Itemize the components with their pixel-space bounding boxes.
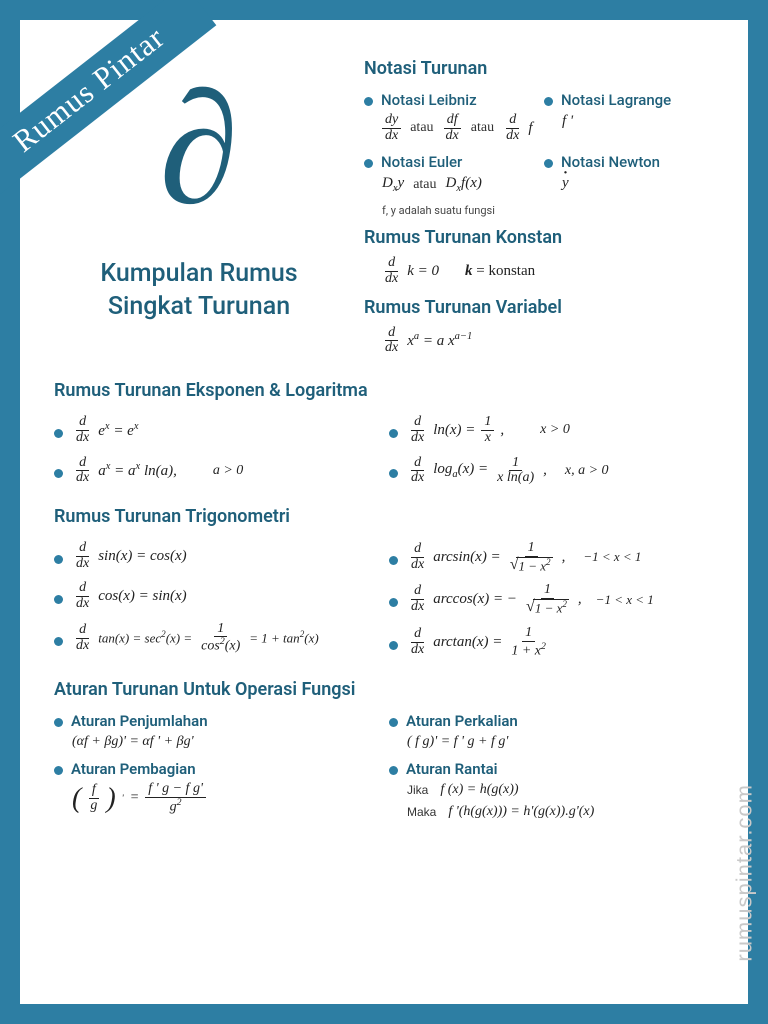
bullet-icon <box>389 469 398 478</box>
euler-label: Notasi Euler <box>381 153 462 171</box>
bullet-icon <box>54 469 63 478</box>
trig-arcsin: ddx arcsin(x) = 11 − x2 , −1 < x < 1 <box>408 541 641 573</box>
explog-f3: ddx ln(x) = 1x , x > 0 <box>408 415 570 445</box>
bullet-icon <box>389 766 398 775</box>
trig-cos: ddx cos(x) = sin(x) <box>73 581 187 611</box>
trig-arccos: ddx arccos(x) = − 11 − x2 , −1 < x < 1 <box>408 583 654 615</box>
bullet-icon <box>389 429 398 438</box>
lagrange-label: Notasi Lagrange <box>561 91 671 109</box>
page: Rumus Pintar ∂ Kumpulan Rumus Singkat Tu… <box>20 20 748 1004</box>
bullet-icon <box>389 556 398 565</box>
rule-div-label: Aturan Pembagian <box>71 760 196 778</box>
rules-heading: Aturan Turunan Untuk Operasi Fungsi <box>54 679 714 700</box>
rule-chain-line2: Makaf '(h(g(x))) = h'(g(x)).g'(x) <box>407 804 714 820</box>
bullet-icon <box>54 637 63 646</box>
bullet-icon <box>54 555 63 564</box>
bullet-icon <box>389 641 398 650</box>
bullet-icon <box>54 595 63 604</box>
rule-div-formula: ( fg )' = f ' g − f g'g2 <box>72 782 379 815</box>
bullet-icon <box>54 429 63 438</box>
explog-f4: ddx loga(x) = 1x ln(a) , x, a > 0 <box>408 456 609 486</box>
frame: Rumus Pintar ∂ Kumpulan Rumus Singkat Tu… <box>0 0 768 1024</box>
body: Rumus Turunan Eksponen & Logaritma ddx e… <box>54 380 714 826</box>
variabel-heading: Rumus Turunan Variabel <box>364 297 714 318</box>
bullet-icon <box>544 159 553 168</box>
title-line1: Kumpulan Rumus <box>100 259 297 288</box>
rule-prod-formula: ( f g)' = f ' g + f g' <box>407 734 714 750</box>
trig-arctan: ddx arctan(x) = 11 + x2 <box>408 626 549 659</box>
bullet-icon <box>364 159 373 168</box>
rule-sum-label: Aturan Penjumlahan <box>71 712 208 730</box>
bullet-icon <box>54 718 63 727</box>
title-line2: Singkat Turunan <box>108 292 290 321</box>
bullet-icon <box>54 766 63 775</box>
konstan-heading: Rumus Turunan Konstan <box>364 227 714 248</box>
rule-chain-label: Aturan Rantai <box>406 760 498 778</box>
bullet-icon <box>389 718 398 727</box>
explog-heading: Rumus Turunan Eksponen & Logaritma <box>54 380 714 401</box>
watermark: rumuspintar.com <box>732 784 758 962</box>
leibniz-formula: dydx atau dfdx atau ddx f <box>382 113 534 143</box>
top-region: ∂ Kumpulan Rumus Singkat Turunan Notasi … <box>54 48 714 362</box>
rule-chain-line1: Jikaf (x) = h(g(x)) <box>407 782 714 798</box>
notation-note: f, y adalah suatu fungsi <box>382 204 714 217</box>
explog-f1: ddx ex = ex <box>73 415 139 445</box>
lagrange-formula: f ' <box>562 113 714 130</box>
trig-sin: ddx sin(x) = cos(x) <box>73 541 187 571</box>
rule-prod-label: Aturan Perkalian <box>406 712 518 730</box>
bullet-icon <box>544 97 553 106</box>
euler-formula: Dxy atau Dxf(x) <box>382 175 534 194</box>
trig-heading: Rumus Turunan Trigonometri <box>54 506 714 527</box>
konstan-formula: ddx k = 0 k = konstan <box>382 256 714 286</box>
leibniz-label: Notasi Leibniz <box>381 91 477 109</box>
main-title: Kumpulan Rumus Singkat Turunan <box>54 258 344 323</box>
rule-sum-formula: (αf + βg)' = αf ' + βg' <box>72 734 379 750</box>
notation-heading: Notasi Turunan <box>364 58 714 79</box>
notation-block: Notasi Turunan Notasi Leibniz dydx atau … <box>364 48 714 362</box>
newton-label: Notasi Newton <box>561 153 660 171</box>
bullet-icon <box>364 97 373 106</box>
variabel-formula: ddx xa = a xa−1 <box>382 326 714 356</box>
trig-tan: ddx tan(x) = sec2(x) = 1cos2(x) = 1 + ta… <box>73 622 319 655</box>
explog-f2: ddx ax = ax ln(a), a > 0 <box>73 456 243 486</box>
bullet-icon <box>389 598 398 607</box>
newton-formula: y <box>562 175 714 192</box>
